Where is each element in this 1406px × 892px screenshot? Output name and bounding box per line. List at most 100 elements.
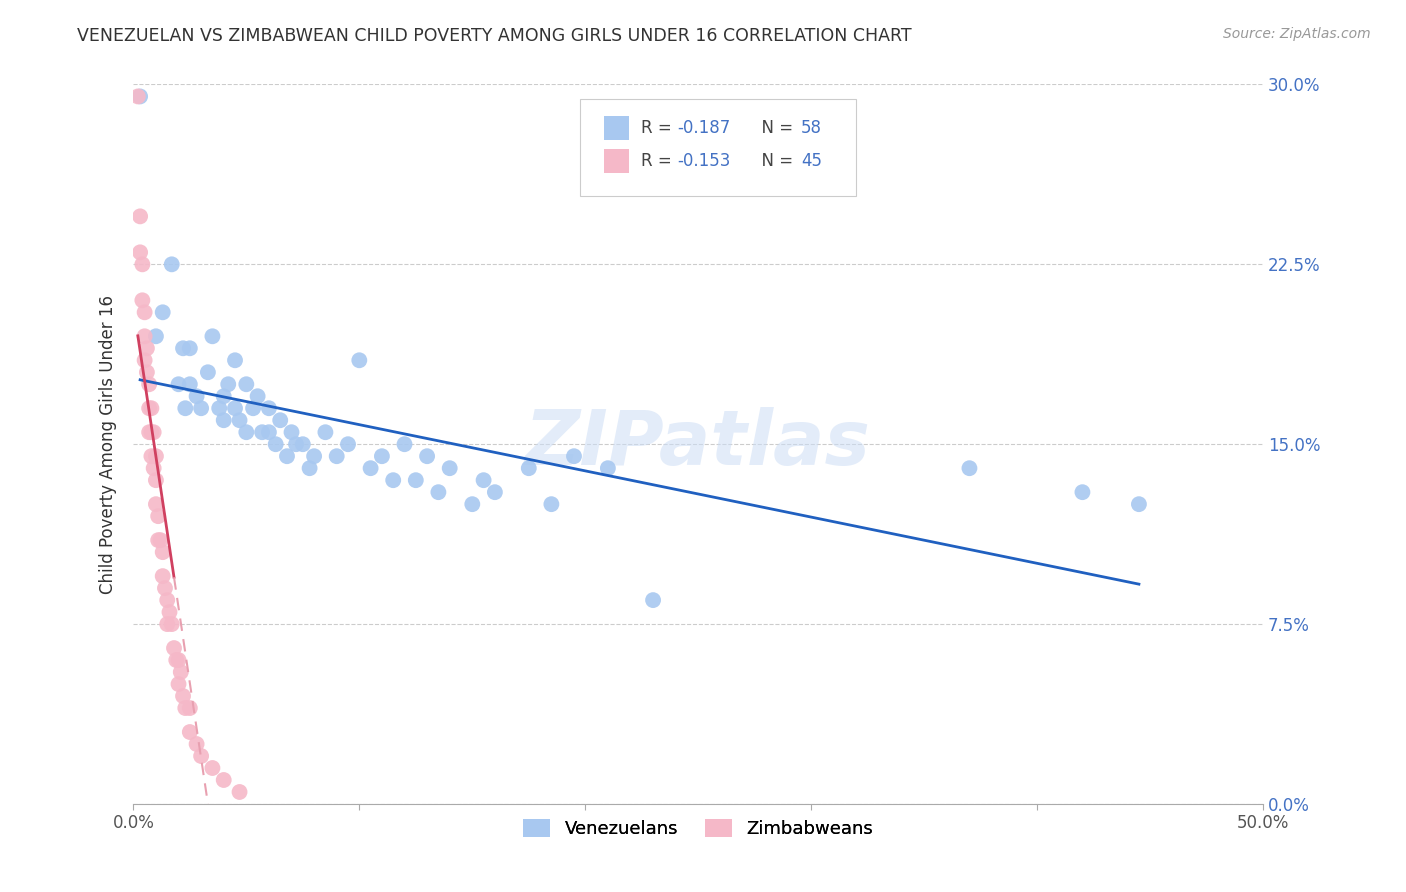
Point (172, 341, 194, 355)
Point (145, 329, 167, 343)
Point (472, 473, 495, 487)
Point (153, 581, 176, 595)
Point (148, 509, 170, 524)
Point (382, 473, 405, 487)
Point (163, 641, 186, 656)
Point (190, 401, 212, 416)
Point (264, 437, 287, 451)
Point (134, 353, 156, 368)
Point (186, 737, 208, 751)
Point (285, 437, 308, 451)
Point (141, 401, 163, 416)
Text: -0.187: -0.187 (676, 119, 730, 137)
Point (179, 701, 201, 715)
Point (217, 377, 239, 392)
Point (145, 449, 167, 463)
Text: VENEZUELAN VS ZIMBABWEAN CHILD POVERTY AMONG GIRLS UNDER 16 CORRELATION CHART: VENEZUELAN VS ZIMBABWEAN CHILD POVERTY A… (77, 27, 912, 45)
Point (224, 353, 246, 368)
Point (1071, 485, 1094, 500)
Point (291, 437, 314, 451)
Point (250, 425, 273, 440)
Point (138, 401, 160, 416)
FancyBboxPatch shape (605, 149, 630, 173)
Text: R =: R = (641, 152, 676, 170)
Point (138, 425, 160, 440)
Point (170, 665, 193, 679)
Point (427, 485, 450, 500)
Point (540, 497, 562, 511)
Point (131, 257, 153, 271)
Point (269, 413, 291, 427)
Point (142, 425, 165, 440)
Point (298, 461, 321, 475)
Point (371, 449, 394, 463)
Text: -0.153: -0.153 (676, 152, 730, 170)
Point (257, 425, 280, 440)
Point (212, 413, 235, 427)
Y-axis label: Child Poverty Among Girls Under 16: Child Poverty Among Girls Under 16 (100, 294, 117, 594)
Point (439, 461, 461, 475)
Point (461, 497, 484, 511)
Point (562, 449, 585, 463)
Point (159, 605, 181, 619)
Point (172, 689, 194, 703)
Point (360, 461, 382, 475)
Point (228, 785, 250, 799)
Point (314, 425, 336, 440)
Point (134, 305, 156, 319)
Point (641, 593, 664, 607)
Text: R =: R = (641, 119, 676, 137)
Point (212, 772, 235, 787)
Point (337, 437, 360, 451)
Point (129, 245, 152, 260)
Point (142, 461, 165, 475)
Point (152, 569, 174, 583)
Legend: Venezuelans, Zimbabweans: Venezuelans, Zimbabweans (516, 812, 880, 846)
Point (138, 377, 160, 392)
Point (141, 449, 163, 463)
Text: Source: ZipAtlas.com: Source: ZipAtlas.com (1223, 27, 1371, 41)
Point (179, 725, 201, 739)
Point (349, 353, 371, 368)
Point (149, 533, 172, 548)
Point (235, 425, 257, 440)
Point (190, 749, 212, 764)
Point (484, 485, 506, 500)
Point (145, 473, 167, 487)
Point (148, 533, 170, 548)
Point (959, 461, 981, 475)
Point (156, 617, 179, 632)
Point (167, 653, 190, 667)
Point (596, 461, 619, 475)
Point (201, 329, 224, 343)
Point (246, 389, 269, 403)
Point (224, 401, 246, 416)
Point (135, 365, 157, 379)
Point (186, 389, 208, 403)
Point (197, 365, 219, 379)
Point (160, 257, 183, 271)
Point (141, 425, 163, 440)
Point (280, 425, 302, 440)
Point (405, 473, 427, 487)
Point (257, 401, 280, 416)
Point (1128, 497, 1150, 511)
Point (235, 377, 257, 392)
Point (174, 401, 197, 416)
Point (134, 329, 156, 343)
Point (174, 701, 197, 715)
Point (129, 210, 152, 224)
Point (160, 617, 183, 632)
Point (208, 401, 231, 416)
Point (145, 497, 167, 511)
Point (517, 461, 540, 475)
Point (276, 449, 298, 463)
Point (167, 377, 190, 392)
Text: ZIPatlas: ZIPatlas (526, 408, 872, 481)
FancyBboxPatch shape (605, 116, 630, 140)
Point (325, 449, 347, 463)
Point (167, 677, 190, 691)
Text: N =: N = (751, 152, 799, 170)
Point (156, 593, 179, 607)
Point (416, 449, 439, 463)
